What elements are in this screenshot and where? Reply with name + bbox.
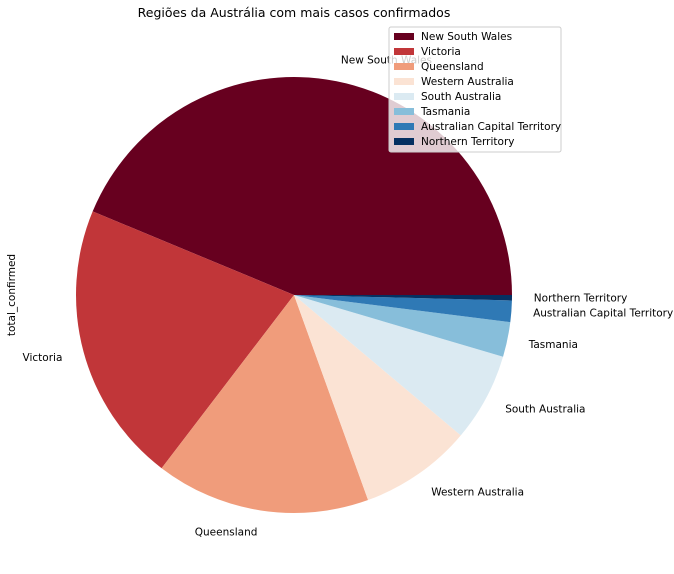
legend-label-victoria: Victoria [421, 46, 461, 58]
legend-swatch-south-australia [394, 93, 414, 100]
legend-label-south-australia: South Australia [421, 91, 501, 103]
slice-label-northern-territory: Northern Territory [534, 293, 627, 305]
legend-label-queensland: Queensland [421, 61, 484, 73]
slice-label-south-australia: South Australia [505, 403, 585, 415]
slice-label-australian-capital-territory: Australian Capital Territory [533, 308, 673, 320]
legend-label-northern-territory: Northern Territory [421, 136, 514, 148]
slice-label-western-australia: Western Australia [431, 486, 524, 498]
legend-label-new-south-wales: New South Wales [421, 31, 512, 43]
legend-swatch-victoria [394, 48, 414, 55]
legend-label-western-australia: Western Australia [421, 76, 514, 88]
legend-label-tasmania: Tasmania [420, 106, 470, 118]
legend-swatch-western-australia [394, 78, 414, 85]
slice-label-queensland: Queensland [195, 527, 258, 539]
pie-slice-western-australia [294, 295, 461, 501]
legend-swatch-new-south-wales [394, 33, 414, 40]
legend: New South Wales Victoria Queensland Western… [388, 26, 562, 153]
slice-label-tasmania: Tasmania [528, 339, 578, 351]
pie-slice-victoria [76, 211, 294, 469]
slice-label-victoria: Victoria [23, 352, 63, 364]
legend-swatch-queensland [394, 63, 414, 70]
pie-slice-queensland [161, 295, 369, 513]
pie-slice-south-australia [294, 295, 504, 436]
legend-swatch-northern-territory [394, 138, 414, 145]
pie-slice-tasmania [294, 295, 511, 357]
legend-swatch-australian-capital-territory [394, 123, 414, 130]
legend-swatch-tasmania [394, 108, 414, 115]
y-axis-label: total_confirmed [6, 254, 18, 336]
legend-label-australian-capital-territory: Australian Capital Territory [421, 121, 561, 133]
pie-slice-australian-capital-territory [294, 295, 512, 323]
legend-box [388, 26, 562, 153]
chart-title: Regiões da Austrália com mais casos conf… [138, 5, 451, 20]
pie-slice-northern-territory [294, 295, 512, 301]
